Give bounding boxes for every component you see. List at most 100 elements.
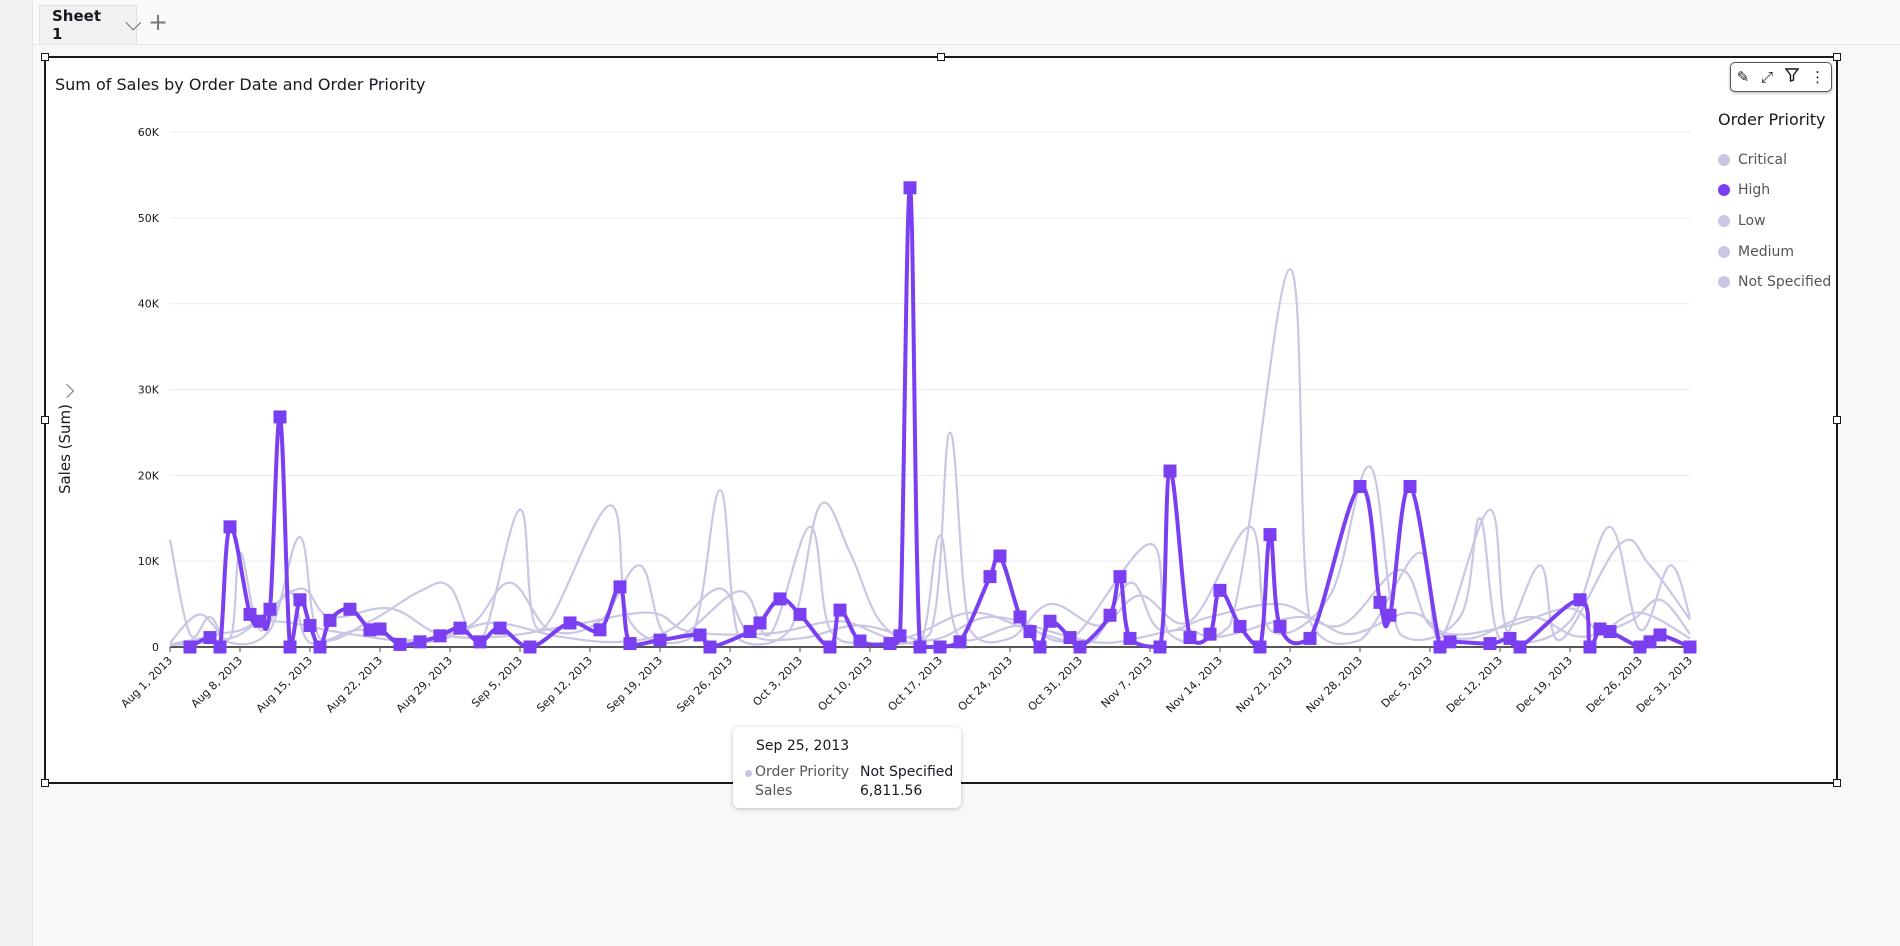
filter-icon[interactable] <box>1784 68 1799 86</box>
data-point-marker <box>933 640 947 654</box>
tooltip-row: Order Priority Not Specified <box>745 764 953 780</box>
data-point-marker <box>1123 631 1137 645</box>
data-point-marker <box>1443 635 1457 649</box>
legend-dot-icon <box>1718 246 1730 258</box>
resize-handle[interactable] <box>1833 779 1841 787</box>
data-point-marker <box>1573 593 1587 607</box>
legend-label: Not Specified <box>1738 274 1832 290</box>
x-tick-label: Aug 1, 2013 <box>119 654 176 711</box>
data-point-marker <box>523 640 537 654</box>
x-tick-label: Nov 21, 2013 <box>1234 654 1295 715</box>
data-point-marker <box>253 614 267 628</box>
series-line-critical <box>168 268 1692 646</box>
x-tick-label: Aug 29, 2013 <box>394 654 455 715</box>
data-point-marker <box>1513 640 1527 654</box>
x-tick-label: Oct 24, 2013 <box>955 654 1015 714</box>
data-point-marker <box>743 625 757 639</box>
data-point-marker <box>883 637 897 651</box>
data-point-marker <box>773 592 787 606</box>
x-tick-label: Nov 14, 2013 <box>1164 654 1225 715</box>
data-point-marker <box>213 640 227 654</box>
resize-handle[interactable] <box>937 53 945 61</box>
data-point-marker <box>1213 583 1227 597</box>
series-line-low <box>169 431 1691 645</box>
x-tick-label: Aug 22, 2013 <box>324 654 385 715</box>
data-point-marker <box>223 520 237 534</box>
tab-sheet-1[interactable]: Sheet 1 <box>39 5 142 44</box>
series-line-not-specified <box>169 587 1691 647</box>
data-point-marker <box>1503 631 1517 645</box>
x-tick-label: Oct 31, 2013 <box>1025 654 1085 714</box>
x-tick-label: Oct 17, 2013 <box>885 654 945 714</box>
data-point-marker <box>1483 637 1497 651</box>
data-point-marker <box>343 602 357 616</box>
data-point-marker <box>1433 640 1447 654</box>
data-point-marker <box>903 181 917 195</box>
data-point-marker <box>1153 640 1167 654</box>
legend-item-high[interactable]: High <box>1718 182 1770 198</box>
data-point-marker <box>413 635 427 649</box>
y-tick-label: 30K <box>138 384 160 397</box>
data-point-marker <box>693 628 707 642</box>
resize-handle[interactable] <box>41 779 49 787</box>
data-point-marker <box>1643 635 1657 649</box>
visual-title: Sum of Sales by Order Date and Order Pri… <box>55 75 426 94</box>
legend-item-low[interactable]: Low <box>1718 213 1766 229</box>
resize-handle[interactable] <box>41 416 49 424</box>
legend-label: High <box>1738 182 1771 198</box>
data-point-marker <box>263 602 277 616</box>
expand-icon[interactable]: ⤢ <box>1760 68 1773 86</box>
y-tick-label: 40K <box>138 298 160 311</box>
legend-item-not-specified[interactable]: Not Specified <box>1718 274 1831 290</box>
x-tick-label: Dec 19, 2013 <box>1514 654 1575 715</box>
legend-title: Order Priority <box>1718 110 1826 129</box>
data-point-marker <box>363 623 377 637</box>
legend-label: Low <box>1738 213 1766 229</box>
tooltip-value: 6,811.56 <box>860 783 923 799</box>
data-point-marker <box>1273 619 1287 633</box>
x-tick-label: Nov 28, 2013 <box>1304 654 1365 715</box>
data-point-marker <box>1113 570 1127 584</box>
resize-handle[interactable] <box>1833 416 1841 424</box>
legend-item-medium[interactable]: Medium <box>1718 244 1794 260</box>
data-point-marker <box>853 634 867 648</box>
resize-handle[interactable] <box>1833 53 1841 61</box>
x-tick-label: Oct 3, 2013 <box>750 654 805 709</box>
data-point-marker <box>953 635 967 649</box>
data-point-marker <box>493 621 507 635</box>
data-point-marker <box>453 621 467 635</box>
more-vertical-icon[interactable]: ⋮ <box>1810 68 1826 86</box>
y-tick-label: 20K <box>138 469 160 482</box>
x-tick-label: Dec 5, 2013 <box>1379 654 1435 710</box>
data-point-marker <box>1203 627 1217 641</box>
data-point-marker <box>1653 628 1667 642</box>
data-point-marker <box>1303 631 1317 645</box>
x-tick-label: Sep 5, 2013 <box>469 654 525 710</box>
data-point-marker <box>183 640 197 654</box>
legend-dot-icon <box>1718 154 1730 166</box>
pencil-icon[interactable]: ✎ <box>1736 68 1750 86</box>
legend-dot-icon <box>1718 276 1730 288</box>
data-point-marker <box>913 640 927 654</box>
data-point-marker <box>473 635 487 649</box>
data-point-marker <box>1253 640 1267 654</box>
y-tick-label: 50K <box>138 212 160 225</box>
legend-label: Critical <box>1738 152 1787 168</box>
data-point-marker <box>1603 625 1617 639</box>
x-tick-label: Aug 15, 2013 <box>254 654 315 715</box>
resize-handle[interactable] <box>41 53 49 61</box>
data-point-marker <box>563 616 577 630</box>
x-tick-label: Aug 8, 2013 <box>189 654 246 711</box>
legend-item-critical[interactable]: Critical <box>1718 152 1787 168</box>
legend-label: Medium <box>1738 244 1794 260</box>
data-point-marker <box>613 580 627 594</box>
add-sheet-button[interactable]: + <box>148 8 169 36</box>
data-point-marker <box>1013 610 1027 624</box>
x-tick-label: Dec 12, 2013 <box>1444 654 1505 715</box>
data-point-marker <box>823 640 837 654</box>
data-point-marker <box>833 603 847 617</box>
x-tick-label: Sep 12, 2013 <box>534 654 595 715</box>
y-tick-label: 60K <box>138 126 160 139</box>
x-tick-label: Nov 7, 2013 <box>1099 654 1156 711</box>
